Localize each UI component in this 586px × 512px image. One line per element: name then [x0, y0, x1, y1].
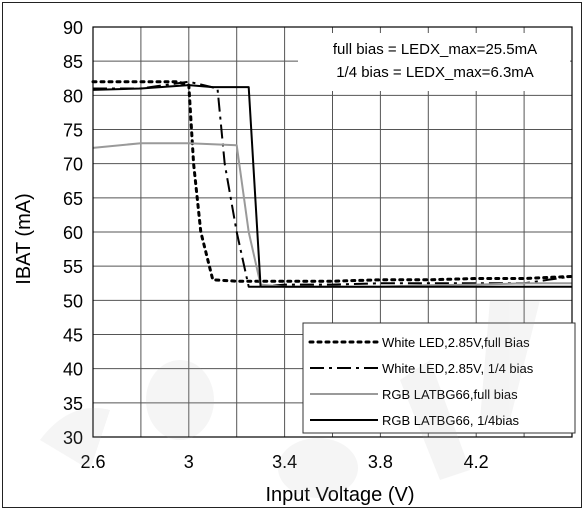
y-tick-label: 40	[63, 360, 83, 380]
legend: White LED,2.85V,full Bias White LED,2.85V…	[302, 322, 576, 434]
annotation-box: full bias = LEDX_max=25.5mA 1/4 bias = L…	[298, 33, 570, 91]
y-tick-label: 50	[63, 291, 83, 311]
series-line-4	[92, 84, 572, 288]
series-layer	[91, 80, 574, 288]
chart-frame	[2, 2, 582, 508]
legend-label-2: White LED,2.85V, 1/4 bias	[382, 361, 534, 376]
plot-area-border	[92, 26, 573, 438]
axes	[92, 26, 573, 438]
annotation-quarter-bias: 1/4 bias = LEDX_max=6.3mA	[336, 64, 534, 81]
legend-label-4: RGB LATBG66, 1/4bias	[382, 413, 520, 428]
x-tick-label: 3	[184, 452, 194, 472]
y-tick-label: 75	[63, 121, 83, 141]
legend-label-1: White LED,2.85V,full Bias	[382, 335, 530, 350]
y-tick-label: 65	[63, 189, 83, 209]
y-tick-label: 30	[63, 428, 83, 448]
x-tick-label: 3.8	[368, 452, 393, 472]
x-tick-label: 4.2	[464, 452, 489, 472]
tick-labels: 30 35 40 45 50 55 60 65 70 75 80 85 90 2.6 3 3.4 3.8 4.2	[63, 18, 489, 472]
y-tick-label: 35	[63, 394, 83, 414]
y-tick-label: 45	[63, 326, 83, 346]
x-tick-label: 2.6	[80, 452, 105, 472]
y-tick-label: 85	[63, 52, 83, 72]
annotation-full-bias: full bias = LEDX_max=25.5mA	[333, 41, 537, 58]
x-tick-label: 3.4	[272, 452, 297, 472]
legend-label-3: RGB LATBG66,full bias	[382, 387, 518, 402]
legend-box	[302, 322, 576, 434]
y-tick-label: 90	[63, 18, 83, 38]
y-axis-title: IBAT (mA)	[13, 193, 35, 284]
y-tick-label: 55	[63, 257, 83, 277]
y-tick-label: 60	[63, 223, 83, 243]
y-tick-label: 80	[63, 86, 83, 106]
x-axis-title: Input Voltage (V)	[266, 484, 415, 506]
y-tick-label: 70	[63, 155, 83, 175]
